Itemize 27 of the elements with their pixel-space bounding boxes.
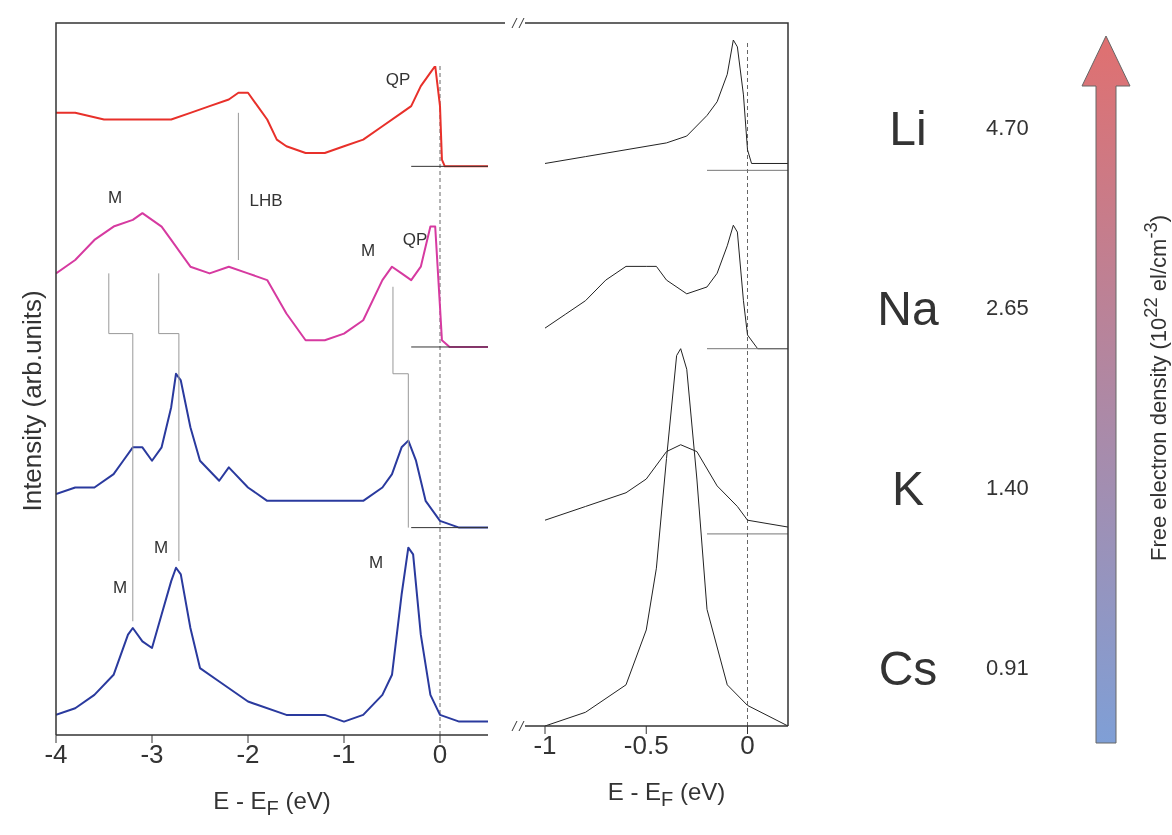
- annotation: M: [107, 188, 123, 208]
- x-tick-label: 0: [740, 730, 755, 761]
- text: 4.70: [986, 115, 1029, 140]
- x-tick-label: -1: [332, 739, 356, 770]
- y-axis-title: Intensity (arb.units): [16, 289, 48, 512]
- x-tick-label: -4: [44, 739, 68, 770]
- annotation: QP: [402, 230, 428, 250]
- x-tick-label: -2: [236, 739, 260, 770]
- x-tick-label: -1: [533, 730, 557, 761]
- text: 1.40: [986, 475, 1029, 500]
- x-tick-label: -3: [140, 739, 164, 770]
- annotation: M: [153, 538, 169, 558]
- x-axis-title: E - E$_{F}$ (eV): [606, 778, 727, 811]
- annotation: M: [368, 553, 384, 573]
- category-label: Na: [877, 280, 939, 336]
- text: 2.65: [986, 295, 1029, 320]
- x-tick-label: 0: [432, 739, 448, 770]
- x-tick-label: -0.5: [623, 730, 669, 761]
- annotation: LHB: [249, 191, 283, 211]
- x-axis-title: E - E$_{F}$ (eV): [212, 787, 332, 820]
- annotation: M: [360, 241, 376, 261]
- category-label: K: [892, 460, 925, 516]
- category-label: Li: [889, 100, 927, 156]
- annotation: QP: [385, 70, 411, 90]
- text: 0.91: [986, 655, 1029, 680]
- category-label: Cs: [878, 640, 938, 696]
- annotation: M: [112, 578, 128, 598]
